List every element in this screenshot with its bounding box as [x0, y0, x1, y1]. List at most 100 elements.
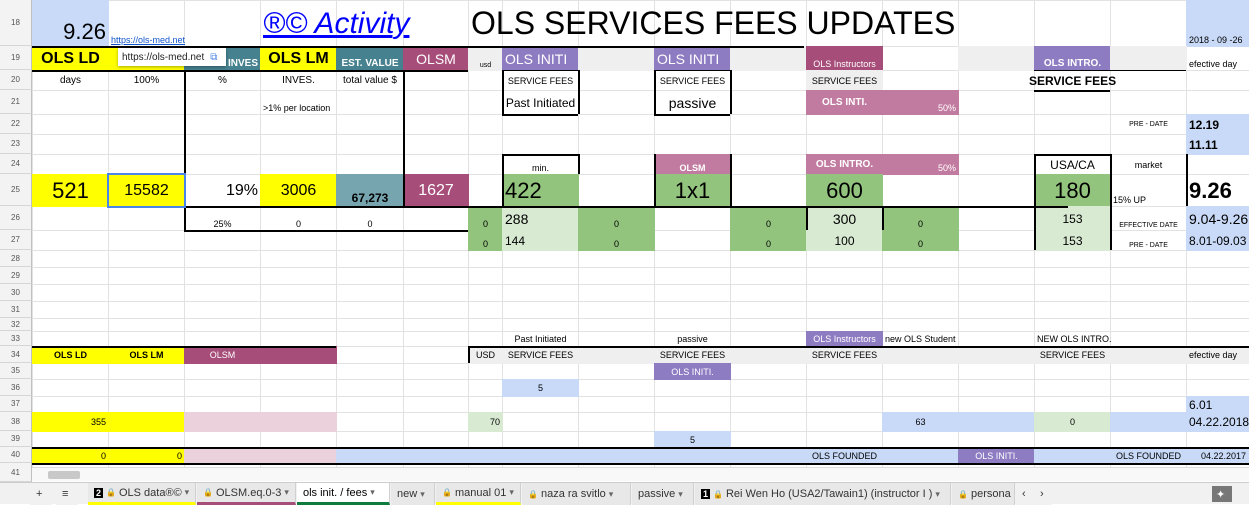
cell[interactable]: SERVICE FEES [1029, 70, 1116, 91]
cell[interactable]: 5 [502, 379, 579, 397]
sheet-tab[interactable]: 🔒 naza ra svitlo ▾ [522, 483, 631, 505]
cell[interactable]: 0 [578, 230, 655, 251]
row-header[interactable]: 29 [0, 267, 32, 284]
cell[interactable]: SERVICE FEES [502, 346, 579, 364]
scrollbar-thumb[interactable] [48, 471, 80, 479]
cell[interactable]: 0 [32, 447, 109, 464]
tooltip-url[interactable]: https://ols-med.net [122, 51, 205, 63]
cell[interactable]: 04.22.2017 [1186, 447, 1249, 464]
cell[interactable] [882, 447, 959, 464]
row-header[interactable]: 22 [0, 114, 32, 134]
cell[interactable] [730, 46, 807, 71]
cell[interactable]: total value $ [336, 70, 404, 91]
cell[interactable] [260, 346, 337, 364]
cell[interactable]: 0 [730, 206, 807, 231]
hyperlink[interactable]: ®© Activity [263, 6, 410, 40]
cell[interactable]: 300 [806, 206, 883, 231]
cell[interactable]: 15% UP [1110, 174, 1187, 207]
cell[interactable] [730, 346, 807, 364]
tab-menu-arrow-icon[interactable]: ▾ [509, 487, 514, 497]
cell[interactable]: OLS INITI [654, 46, 731, 71]
add-sheet-button[interactable]: + [30, 483, 52, 505]
cell[interactable] [184, 412, 261, 432]
cell-link[interactable]: ®© Activity [260, 0, 469, 47]
cell[interactable]: USA/CA [1034, 154, 1111, 175]
cell[interactable]: 11.11 [1186, 134, 1249, 155]
cell[interactable]: 100% [108, 70, 185, 91]
horizontal-scrollbar[interactable] [32, 467, 1249, 481]
cell[interactable]: OLS INITI [502, 46, 579, 71]
cell[interactable]: min. [502, 154, 579, 175]
cell[interactable]: EST. VALUE [336, 46, 404, 71]
cell[interactable]: 8.01-09.03 [1186, 230, 1249, 251]
sheet-tab[interactable]: 1 🔒 Rei Wen Ho (USA2/Tawain1) (instructor … [695, 483, 951, 505]
cell[interactable]: OLS Instructors [806, 331, 883, 347]
row-header[interactable]: 30 [0, 284, 32, 301]
sheet-tab[interactable]: 🔒 persona [952, 483, 1015, 505]
cell[interactable]: OLSM [184, 346, 261, 364]
cell[interactable]: 355 [32, 412, 109, 432]
cell[interactable] [1110, 412, 1187, 432]
row-header[interactable]: 19 [0, 46, 32, 70]
cell[interactable]: OLS LM [260, 46, 337, 71]
scroll-tabs-left[interactable]: ‹ [1016, 483, 1034, 505]
cell[interactable] [1110, 46, 1187, 71]
row-header[interactable]: 25 [0, 174, 32, 206]
external-link-icon[interactable]: ⧉ [210, 51, 218, 63]
cell[interactable] [958, 46, 1035, 71]
cell[interactable]: 50% [882, 154, 959, 175]
row-header[interactable]: 35 [0, 363, 32, 379]
cell[interactable] [1034, 447, 1111, 464]
row-header[interactable]: 23 [0, 134, 32, 154]
cell[interactable] [882, 346, 959, 364]
row-header[interactable]: 32 [0, 318, 32, 331]
cell[interactable]: OLS SERVICES FEES UPDATES [468, 0, 1035, 47]
cell[interactable]: 0 [336, 206, 404, 231]
cell[interactable]: OLSM [403, 46, 469, 71]
sheet-tab[interactable]: 🔒 OLSM.eq.0-3 ▾ [197, 483, 296, 505]
cell[interactable]: 1627 [403, 174, 469, 207]
row-header[interactable]: 26 [0, 206, 32, 230]
cell[interactable]: OLS INTRO. [806, 154, 883, 175]
cell[interactable]: 5 [654, 431, 731, 448]
hyperlink[interactable]: https://ols-med.net [111, 35, 186, 45]
sheet-tab[interactable]: passive ▾ [632, 483, 694, 505]
cell[interactable]: 0 [260, 206, 337, 231]
cell[interactable]: PRE - DATE [1110, 230, 1187, 251]
tab-menu-arrow-icon[interactable]: ▾ [284, 487, 289, 497]
explore-button[interactable]: ✦ [1212, 486, 1232, 502]
cell[interactable]: % [184, 70, 261, 91]
scroll-tabs-right[interactable]: › [1034, 483, 1052, 505]
cell[interactable]: 180 [1034, 174, 1111, 207]
cell[interactable] [184, 447, 261, 464]
sheet-tab[interactable]: 2 🔒 OLS data®© ▾ [88, 483, 196, 505]
cell[interactable]: EFFECTIVE DATE [1110, 206, 1187, 231]
cell[interactable]: OLS INTI. [806, 90, 883, 115]
tab-menu-arrow-icon[interactable]: ▾ [184, 487, 190, 497]
cell[interactable]: OLS LM [108, 346, 185, 364]
cell[interactable]: 50% [882, 90, 959, 115]
cell[interactable]: 144 [502, 230, 579, 251]
tab-menu-arrow-icon[interactable]: ▾ [608, 488, 614, 499]
cell[interactable]: 422 [502, 174, 579, 207]
row-header[interactable]: 24 [0, 154, 32, 174]
spreadsheet-grid[interactable]: 18 19 20 21 22 23 24 25 26 27 28 29 30 31 32 33 34 35 36 37… [0, 0, 1249, 482]
cell[interactable]: SERVICE FEES [502, 70, 579, 91]
tab-menu-arrow-icon[interactable]: ▾ [935, 488, 940, 499]
cell[interactable]: efective day [1186, 346, 1249, 364]
cell[interactable]: SERVICE FEES [1034, 346, 1111, 364]
cell[interactable]: 70 [468, 412, 503, 432]
sheet-tab[interactable]: ols init. / fees ▾ [297, 483, 390, 505]
tab-menu-arrow-icon[interactable]: ▾ [370, 487, 375, 497]
cell[interactable]: 3006 [260, 174, 337, 207]
cell[interactable]: OLSM [654, 154, 731, 175]
cell[interactable]: SERVICE FEES [654, 70, 731, 91]
cell[interactable] [578, 346, 655, 364]
cell[interactable]: efective day [1186, 46, 1249, 71]
row-header[interactable]: 21 [0, 90, 32, 114]
cell[interactable]: 25% [184, 206, 261, 231]
cell[interactable]: OLS INTRO. [1034, 46, 1111, 71]
cell[interactable]: 0 [468, 206, 503, 231]
cell[interactable]: 153 [1034, 230, 1111, 251]
tab-menu-arrow-icon[interactable]: ▾ [420, 488, 425, 499]
